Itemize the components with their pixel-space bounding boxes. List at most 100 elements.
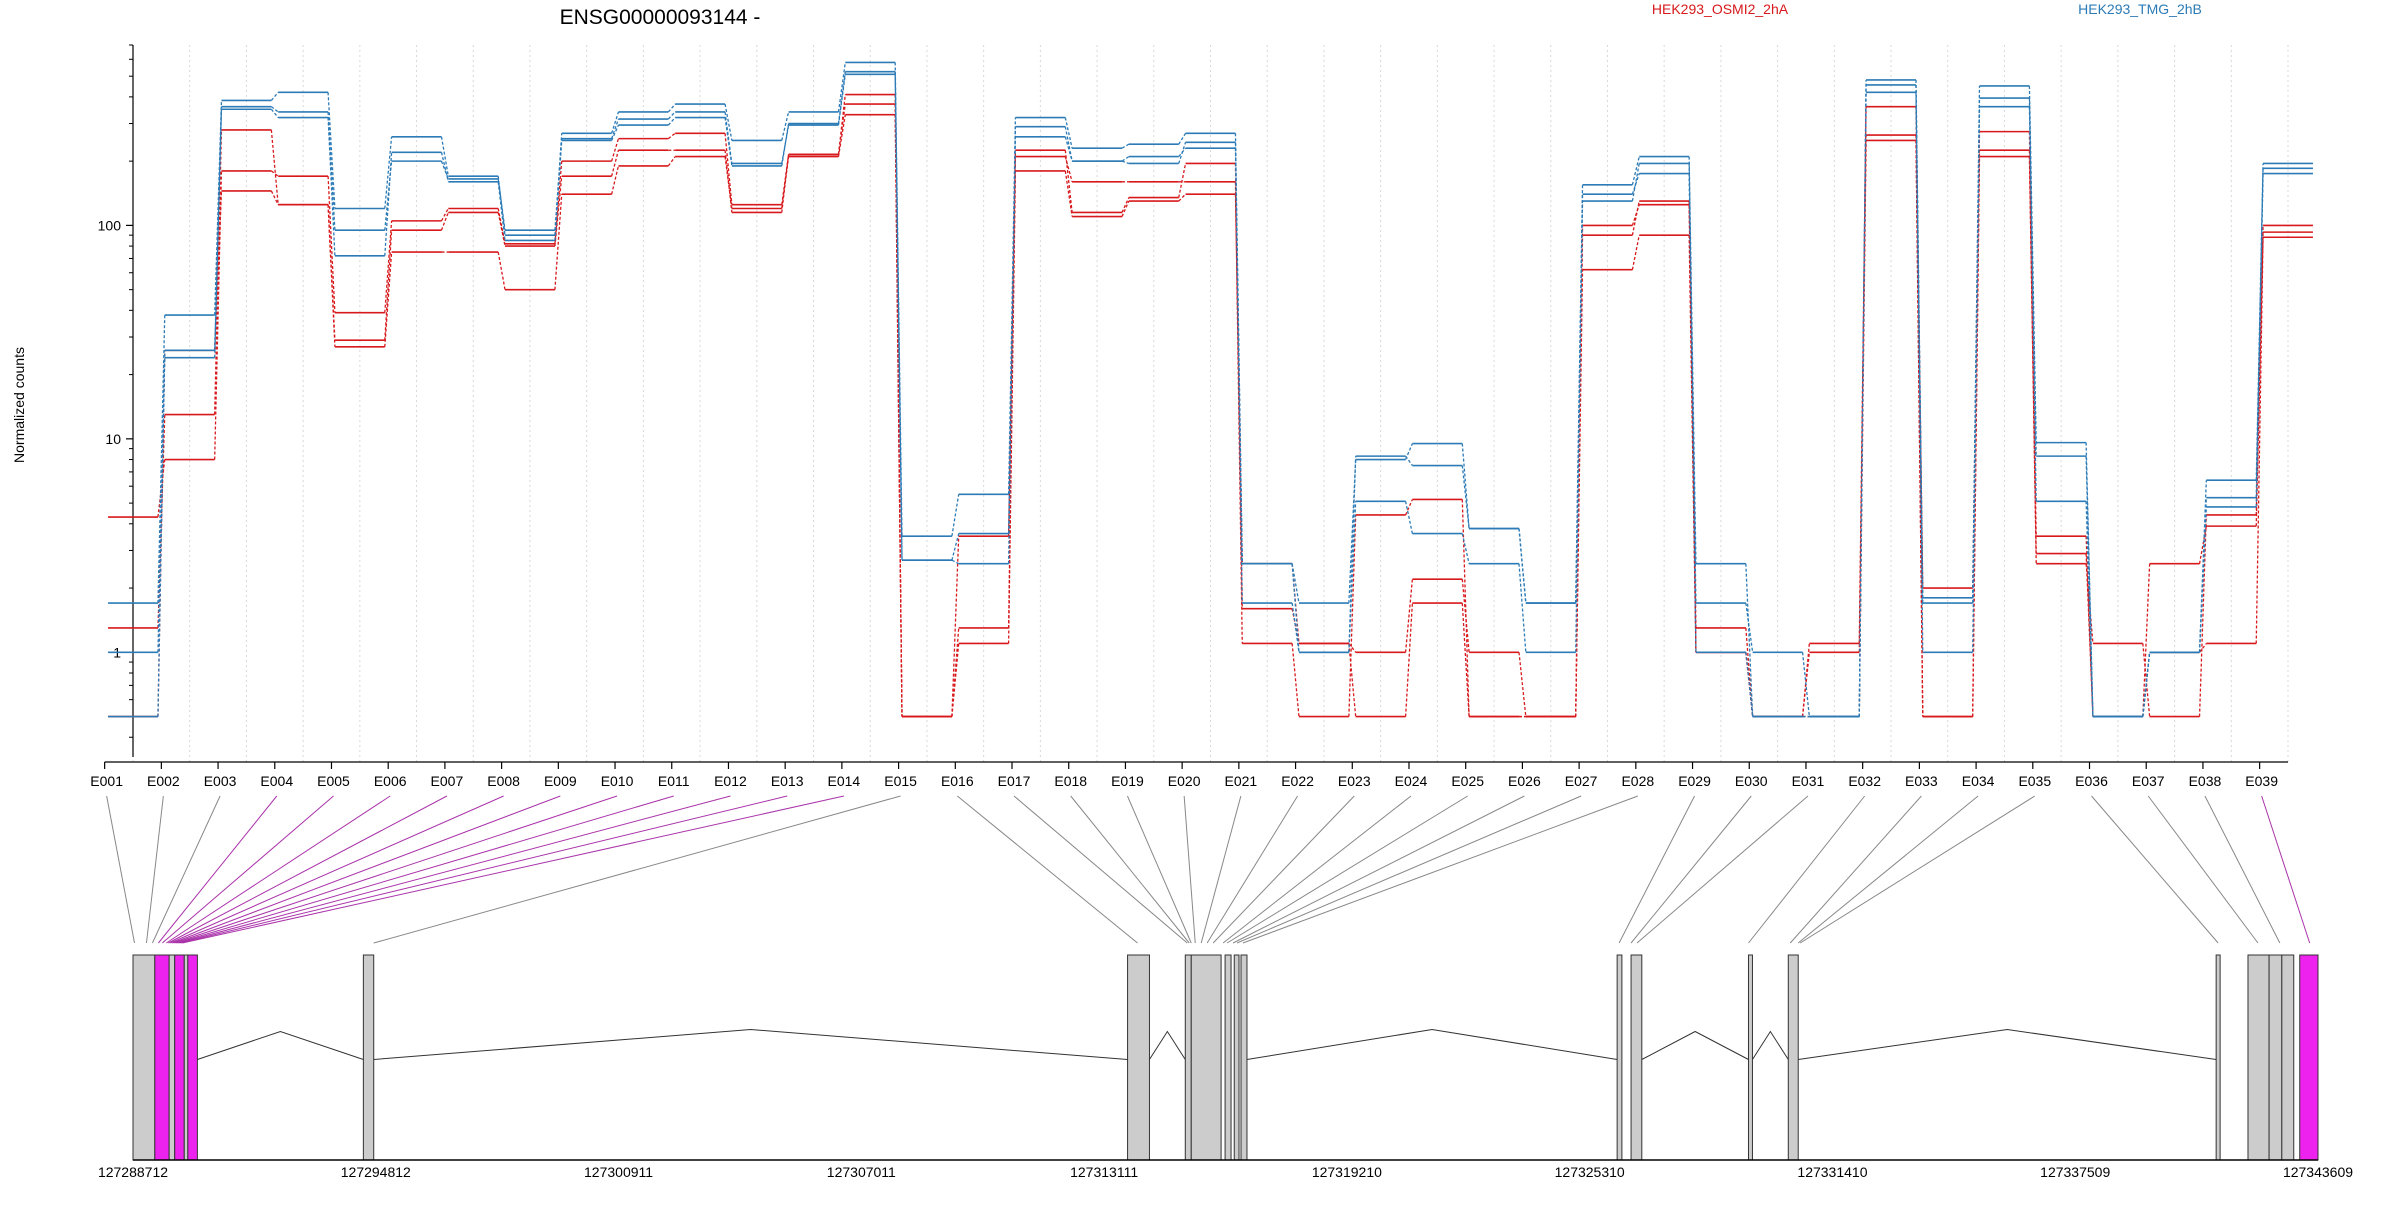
- series-connector: [1688, 163, 1697, 653]
- x-tick-label-e008: E008: [487, 773, 520, 789]
- series-connector: [2142, 652, 2151, 717]
- exon-box-20: [2281, 954, 2295, 1161]
- series-connector: [327, 204, 336, 347]
- series-connector: [1915, 84, 1924, 604]
- series-connector: [894, 71, 903, 561]
- exon-box-8: [1184, 954, 1192, 1161]
- exon-link-e038: [2204, 795, 2281, 944]
- series-connector: [1348, 459, 1357, 604]
- series-connector: [554, 176, 563, 247]
- series-connector: [1745, 652, 1754, 717]
- exon-box-15: [1747, 954, 1753, 1161]
- series-connector: [270, 91, 279, 101]
- series-connector: [2198, 506, 2207, 653]
- series-connector: [497, 212, 506, 247]
- exon-box-1: [154, 954, 170, 1161]
- coordinate-label-2: 127300911: [584, 1164, 653, 1180]
- x-tick-label-e022: E022: [1281, 773, 1314, 789]
- series-connector: [1575, 269, 1584, 717]
- x-tick-label-e013: E013: [771, 773, 804, 789]
- series-tmg-5: [108, 70, 2313, 718]
- series-connector: [667, 103, 676, 113]
- series-connector: [1291, 603, 1300, 653]
- series-connector: [667, 111, 676, 120]
- x-tick-label-e014: E014: [828, 773, 861, 789]
- series-connector: [1121, 156, 1130, 162]
- series-connector: [1405, 455, 1413, 466]
- series-connector: [1404, 603, 1414, 717]
- series-connector: [837, 62, 846, 113]
- series-connector: [781, 124, 790, 164]
- series-connector: [214, 106, 223, 358]
- series-connector: [781, 156, 790, 209]
- series-connector: [2085, 456, 2094, 717]
- series-connector: [1801, 652, 1811, 717]
- exon-box-9: [1190, 954, 1222, 1161]
- x-tick-label-e004: E004: [260, 773, 293, 789]
- series-connector: [1518, 652, 1527, 717]
- series-connector: [1404, 579, 1414, 653]
- series-connector: [2142, 563, 2151, 717]
- exon-box-2: [168, 954, 176, 1161]
- exon-link-e012: [178, 795, 731, 944]
- exon-link-e025: [1226, 795, 1468, 944]
- series-connector: [554, 140, 563, 241]
- x-tick-label-e017: E017: [998, 773, 1031, 789]
- series-connector: [554, 161, 563, 244]
- series-connector: [1121, 197, 1130, 213]
- exon-box-5: [187, 954, 198, 1161]
- x-tick-label-e007: E007: [431, 773, 464, 789]
- series-connector: [1007, 150, 1017, 537]
- series-connector: [1404, 501, 1414, 534]
- x-tick-label-e003: E003: [204, 773, 237, 789]
- exon-box-18: [2247, 954, 2270, 1161]
- series-connector: [611, 124, 620, 141]
- series-connector: [1064, 117, 1073, 149]
- series-connector: [1972, 156, 1981, 717]
- series-connector: [1178, 193, 1187, 202]
- exon-link-e001: [106, 795, 136, 944]
- intron-4: [1641, 1030, 1749, 1060]
- exon-link-e007: [168, 795, 448, 944]
- series-connector: [1575, 201, 1584, 653]
- series-connector: [611, 118, 620, 139]
- series-connector: [1178, 142, 1187, 164]
- exon-box-13: [1616, 954, 1623, 1161]
- x-tick-label-e035: E035: [2018, 773, 2051, 789]
- series-connector: [837, 114, 846, 157]
- x-tick-label-e018: E018: [1054, 773, 1087, 789]
- series-connector: [157, 350, 166, 717]
- series-connector: [951, 559, 960, 565]
- series-lines: [108, 61, 2313, 718]
- exon-box-10: [1224, 954, 1232, 1161]
- series-connector: [1461, 499, 1470, 717]
- series-connector: [2028, 98, 2037, 502]
- series-connector: [1575, 194, 1584, 604]
- exon-link-e014: [182, 795, 844, 944]
- series-connector: [2255, 168, 2264, 507]
- x-tick-label-e030: E030: [1735, 773, 1768, 789]
- x-tick-label-e033: E033: [1905, 773, 1938, 789]
- series-connector: [497, 251, 506, 290]
- series-connector: [440, 136, 449, 177]
- coordinate-label-0: 127288712: [98, 1164, 168, 1180]
- series-connector: [440, 152, 449, 182]
- intron-5: [1752, 1030, 1789, 1060]
- exon-link-e020: [1183, 795, 1196, 944]
- x-tick-label-e005: E005: [317, 773, 350, 789]
- series-connector: [497, 178, 506, 231]
- series-connector: [440, 160, 449, 180]
- series-connector: [837, 94, 846, 155]
- exon-box-3: [174, 954, 185, 1161]
- coordinate-label-4: 127313111: [1070, 1164, 1138, 1180]
- exon-link-e031: [1636, 795, 1809, 944]
- x-tick-label-e036: E036: [2075, 773, 2108, 789]
- x-tick-label-e028: E028: [1621, 773, 1654, 789]
- series-connector: [384, 220, 393, 313]
- series-connector: [1064, 136, 1073, 162]
- exon-box-21: [2299, 954, 2319, 1161]
- x-tick-label-e016: E016: [941, 773, 974, 789]
- series-connector: [724, 156, 733, 209]
- series-connector: [270, 190, 279, 205]
- x-tick-label-e009: E009: [544, 773, 577, 789]
